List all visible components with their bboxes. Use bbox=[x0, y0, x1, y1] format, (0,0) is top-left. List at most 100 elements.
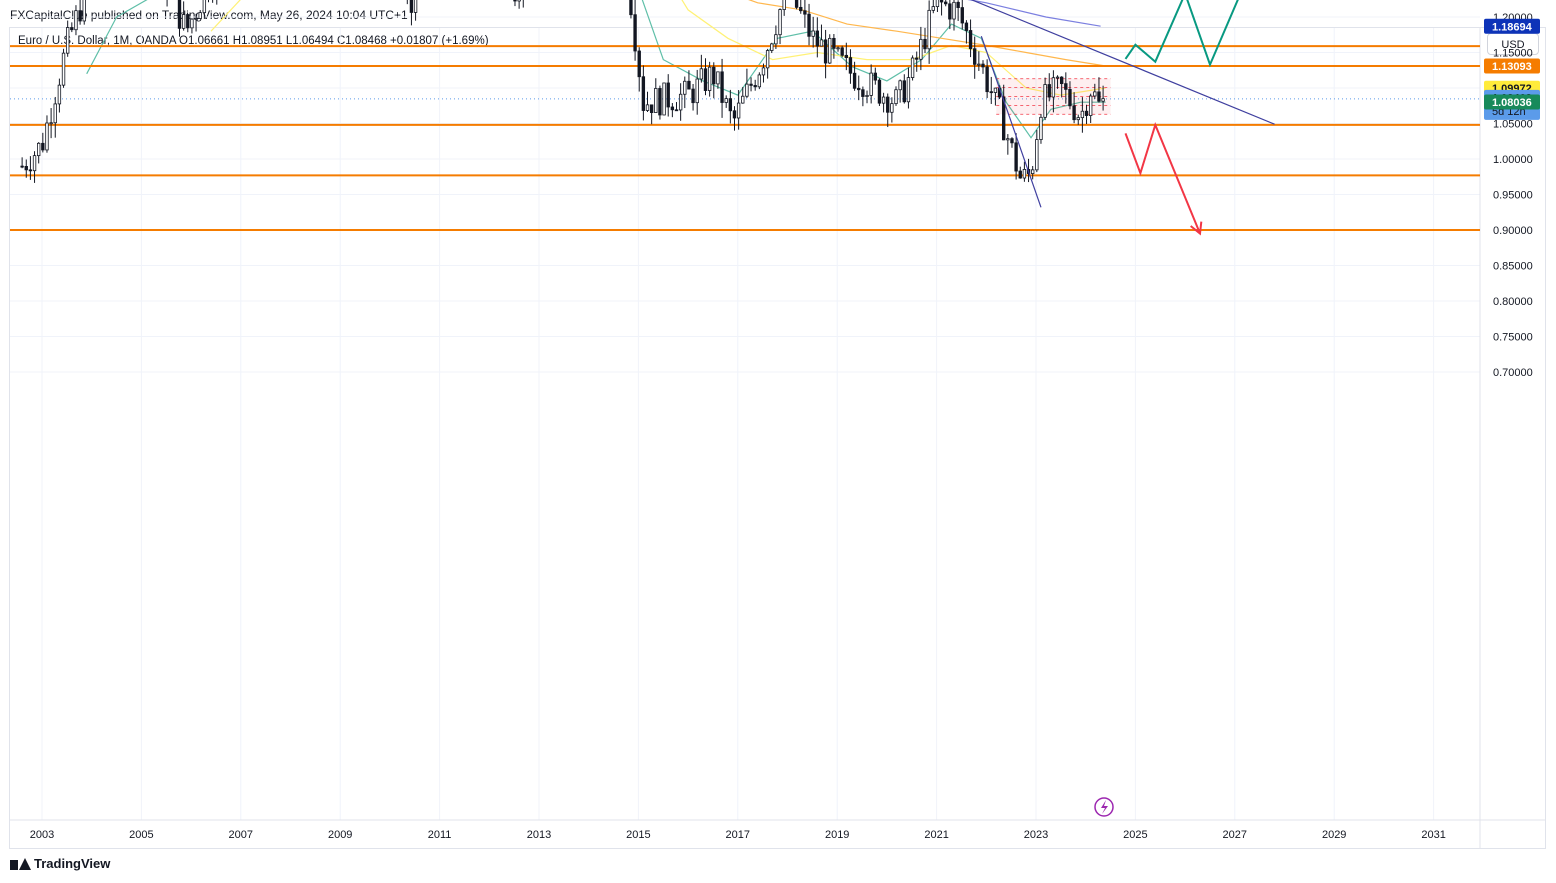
moving-average-1 bbox=[86, 0, 1106, 139]
price-tick-label: 0.90000 bbox=[1493, 225, 1533, 237]
candle-body bbox=[1059, 76, 1064, 85]
candle-body bbox=[74, 10, 78, 31]
candle-body bbox=[952, 1, 956, 20]
candle-body bbox=[1047, 84, 1051, 98]
candle-body bbox=[732, 110, 737, 119]
candle-body bbox=[815, 30, 820, 47]
candle-body bbox=[724, 98, 728, 103]
symbol-legend: Euro / U.S. Dollar, 1M, OANDA O1.06661 H… bbox=[18, 35, 489, 47]
candle-body bbox=[1022, 169, 1027, 179]
candle-body bbox=[919, 38, 923, 60]
candle-body bbox=[70, 27, 74, 31]
price-tick-label: 0.80000 bbox=[1493, 296, 1533, 308]
candle-body bbox=[828, 37, 832, 64]
projection-up-path bbox=[1124, 0, 1239, 68]
candle-body bbox=[836, 47, 840, 50]
candle-body bbox=[691, 88, 695, 104]
price-tick-label: 0.95000 bbox=[1493, 190, 1533, 202]
time-tick-label: 2015 bbox=[626, 829, 650, 841]
candle-body bbox=[939, 0, 944, 3]
candle-body bbox=[848, 57, 853, 74]
candle-body bbox=[1072, 105, 1076, 121]
candle-body bbox=[666, 82, 670, 108]
candle-body bbox=[915, 57, 919, 60]
candle-body bbox=[923, 38, 927, 50]
candle-body bbox=[1080, 110, 1085, 119]
price-tag-bg bbox=[1484, 94, 1540, 110]
time-tick-label: 2003 bbox=[30, 829, 54, 841]
candle-body bbox=[741, 95, 745, 104]
chart-frame bbox=[9, 27, 1546, 849]
candle-body bbox=[1076, 117, 1080, 121]
candle-body bbox=[774, 34, 778, 45]
candle-body bbox=[857, 87, 861, 91]
candle-body bbox=[1088, 95, 1093, 116]
candle-body bbox=[670, 106, 675, 111]
time-tick-label: 2017 bbox=[726, 829, 750, 841]
candle-body bbox=[32, 155, 37, 172]
time-tick-label: 2023 bbox=[1024, 829, 1048, 841]
candle-body bbox=[1064, 83, 1068, 90]
price-tag-label: 1.13093 bbox=[1492, 61, 1532, 73]
candle-body bbox=[78, 10, 82, 22]
candle-body bbox=[873, 72, 877, 81]
candle-body bbox=[861, 89, 865, 97]
candle-body bbox=[409, 0, 414, 13]
candle-body bbox=[906, 77, 911, 103]
candle-body bbox=[194, 18, 198, 20]
candle-body bbox=[177, 0, 182, 29]
lightning-icon-glyph bbox=[1101, 800, 1108, 814]
candle-body bbox=[981, 63, 985, 68]
candle-body bbox=[198, 12, 202, 19]
candle-body bbox=[931, 6, 935, 11]
publisher-line: FXCapitalClub published on TradingView.c… bbox=[10, 8, 408, 22]
candle-body bbox=[202, 0, 207, 14]
candle-body bbox=[517, 0, 521, 2]
candle-body bbox=[1055, 76, 1060, 79]
price-tick-label: 0.85000 bbox=[1493, 261, 1533, 273]
price-tick-label: 1.15000 bbox=[1493, 48, 1533, 60]
candle-body bbox=[1002, 96, 1006, 141]
price-tag-label: 1.08036 bbox=[1492, 97, 1532, 109]
candle-body bbox=[57, 84, 62, 105]
candle-body bbox=[803, 10, 807, 15]
candle-body bbox=[944, 1, 948, 5]
candle-body bbox=[674, 109, 679, 112]
candle-body bbox=[1031, 169, 1035, 174]
candle-body bbox=[1068, 88, 1072, 107]
candle-body bbox=[1014, 142, 1018, 172]
candle-body bbox=[968, 30, 973, 50]
candle-body bbox=[20, 165, 24, 168]
time-tick-label: 2025 bbox=[1123, 829, 1147, 841]
candle-body bbox=[761, 67, 766, 76]
candle-body bbox=[61, 52, 66, 86]
candle-body bbox=[736, 102, 741, 119]
candle-body bbox=[757, 74, 762, 88]
time-tick-label: 2009 bbox=[328, 829, 352, 841]
candle-body bbox=[41, 142, 45, 151]
candle-body bbox=[633, 14, 637, 52]
candle-body bbox=[844, 54, 848, 58]
candle-body bbox=[745, 83, 749, 97]
candle-body bbox=[993, 87, 998, 93]
candle-body bbox=[778, 9, 782, 36]
time-tick-label: 2027 bbox=[1223, 829, 1247, 841]
time-tick-label: 2019 bbox=[825, 829, 849, 841]
tradingview-logo[interactable]: TradingView bbox=[10, 856, 110, 871]
candle-body bbox=[728, 98, 733, 112]
candle-body bbox=[641, 76, 646, 111]
candle-body bbox=[658, 88, 662, 116]
time-tick-label: 2005 bbox=[129, 829, 153, 841]
candle-body bbox=[703, 68, 708, 91]
candle-body bbox=[960, 7, 964, 24]
candle-body bbox=[794, 0, 799, 8]
candle-body bbox=[985, 66, 989, 93]
candle-body bbox=[819, 39, 824, 47]
trendline-2 bbox=[980, 35, 1042, 208]
candle-body bbox=[695, 78, 699, 104]
candle-body bbox=[1018, 170, 1022, 179]
candle-body bbox=[678, 93, 683, 111]
time-tick-label: 2031 bbox=[1421, 829, 1445, 841]
candle-body bbox=[977, 63, 981, 66]
